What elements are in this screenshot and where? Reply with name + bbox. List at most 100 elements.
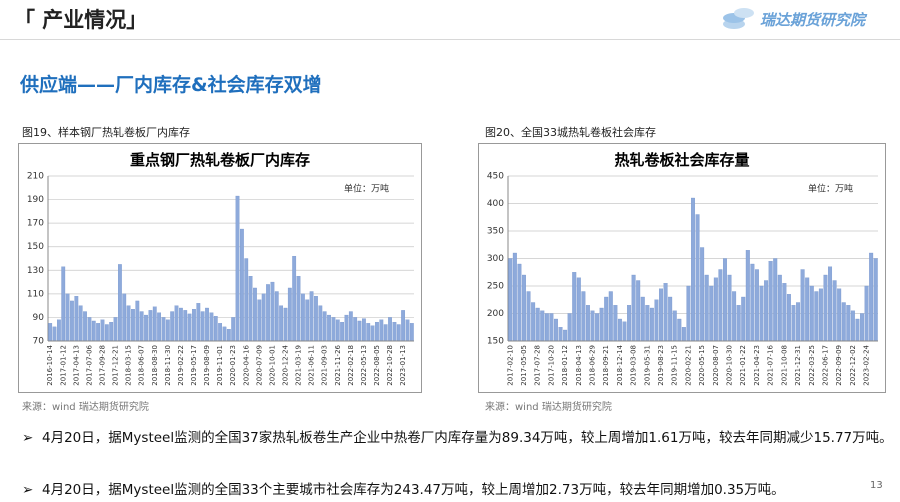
header-rule <box>0 39 900 40</box>
x-tick-label: 2020-12-24 <box>281 344 289 385</box>
x-tick-label: 2021-06-11 <box>308 345 316 386</box>
bar <box>305 299 310 342</box>
bar <box>704 274 709 342</box>
header-title: 「 产业情况」 <box>14 8 148 32</box>
bar <box>366 323 371 342</box>
x-tick-label: 2021-07-16 <box>767 344 775 385</box>
x-tick-label: 2017-12-21 <box>112 345 120 386</box>
bar <box>809 285 814 342</box>
bar <box>74 296 79 342</box>
x-tick-label: 2022-02-18 <box>347 345 355 386</box>
bar <box>248 276 253 342</box>
bar <box>508 258 513 342</box>
bar <box>590 310 595 342</box>
section-title: 供应端——厂内库存&社会库存双增 <box>20 74 322 96</box>
x-tick-label: 2023-01-13 <box>399 345 407 386</box>
x-tick-label: 2021-12-31 <box>794 345 802 386</box>
bar <box>759 285 764 342</box>
bar <box>100 319 105 342</box>
x-tick-label: 2017-10-20 <box>547 345 555 386</box>
bar <box>165 319 170 342</box>
unit-label: 单位：万吨 <box>344 183 389 195</box>
bar <box>405 319 410 342</box>
x-tick-label: 2022-09-09 <box>835 345 843 386</box>
bar <box>96 323 101 342</box>
x-tick-label: 2020-08-07 <box>712 345 720 386</box>
bar <box>864 285 869 342</box>
x-tick-label: 2016-10-14 <box>46 344 54 385</box>
bar <box>361 318 366 342</box>
bar <box>200 311 205 342</box>
bar <box>800 269 805 342</box>
x-tick-label: 2022-06-17 <box>821 345 829 386</box>
bar <box>837 288 842 342</box>
bar <box>608 291 613 342</box>
bar <box>205 307 209 342</box>
bar <box>170 311 175 342</box>
bar <box>287 287 292 342</box>
bar <box>828 266 833 342</box>
x-tick-label: 2021-10-08 <box>780 345 788 386</box>
bar <box>604 296 609 342</box>
bar <box>585 305 590 342</box>
bar <box>70 300 74 342</box>
bullet-text: 4月20日，据Mysteel监测的全国37家热轧板卷生产企业中热卷厂内库存量为8… <box>22 426 900 450</box>
logo-icon <box>723 8 754 29</box>
y-tick-label: 90 <box>33 313 45 323</box>
bar <box>270 281 275 342</box>
x-tick-label: 2020-07-09 <box>255 345 263 386</box>
bar <box>526 291 531 342</box>
bar <box>709 285 714 342</box>
bar <box>157 312 162 342</box>
bar <box>335 319 340 342</box>
bar <box>563 329 568 342</box>
bar <box>331 317 336 342</box>
bar <box>522 274 526 342</box>
x-tick-label: 2017-05-05 <box>520 345 528 386</box>
x-tick-label: 2017-01-12 <box>59 345 67 386</box>
x-tick-label: 2020-02-21 <box>684 345 692 386</box>
bar <box>226 329 231 342</box>
bar <box>768 261 773 342</box>
x-tick-label: 2018-11-30 <box>164 345 172 386</box>
bar <box>222 326 227 342</box>
bar <box>396 324 401 342</box>
chart-title: 重点钢厂热轧卷板厂内库存 <box>130 151 310 169</box>
bar <box>196 303 201 342</box>
bar <box>681 327 686 342</box>
bar <box>668 296 673 342</box>
x-tick-label: 2019-02-22 <box>177 345 185 386</box>
bar <box>617 318 622 342</box>
bar <box>846 305 851 342</box>
bar <box>745 250 750 342</box>
x-tick-label: 2020-04-16 <box>242 344 250 385</box>
bar <box>388 317 392 342</box>
x-tick-label: 2018-01-12 <box>561 345 569 386</box>
y-tick-label: 450 <box>487 172 504 182</box>
bar <box>174 305 179 342</box>
bar <box>672 310 677 342</box>
logo-text: 瑞达期货研究院 <box>760 11 866 29</box>
bar <box>113 317 118 342</box>
bar <box>309 291 314 342</box>
bar <box>613 305 618 342</box>
x-tick-label: 2022-12-02 <box>849 345 857 386</box>
bar <box>244 258 249 342</box>
bar <box>663 283 668 342</box>
bar <box>796 302 801 342</box>
x-tick-label: 2019-05-31 <box>643 345 651 386</box>
bar <box>109 321 114 342</box>
bar <box>531 302 536 342</box>
y-tick-label: 350 <box>487 227 504 237</box>
page-number: 13 <box>870 480 883 491</box>
chart-title: 热轧卷板社会库存量 <box>614 151 749 169</box>
bar <box>178 307 183 342</box>
bar <box>805 277 810 342</box>
x-tick-label: 2018-03-15 <box>125 345 133 386</box>
x-tick-label: 2018-06-07 <box>138 345 146 386</box>
bar <box>869 252 874 342</box>
bar <box>700 247 705 342</box>
bar <box>777 274 782 342</box>
y-tick-label: 300 <box>487 254 504 264</box>
y-tick-label: 200 <box>487 309 504 319</box>
